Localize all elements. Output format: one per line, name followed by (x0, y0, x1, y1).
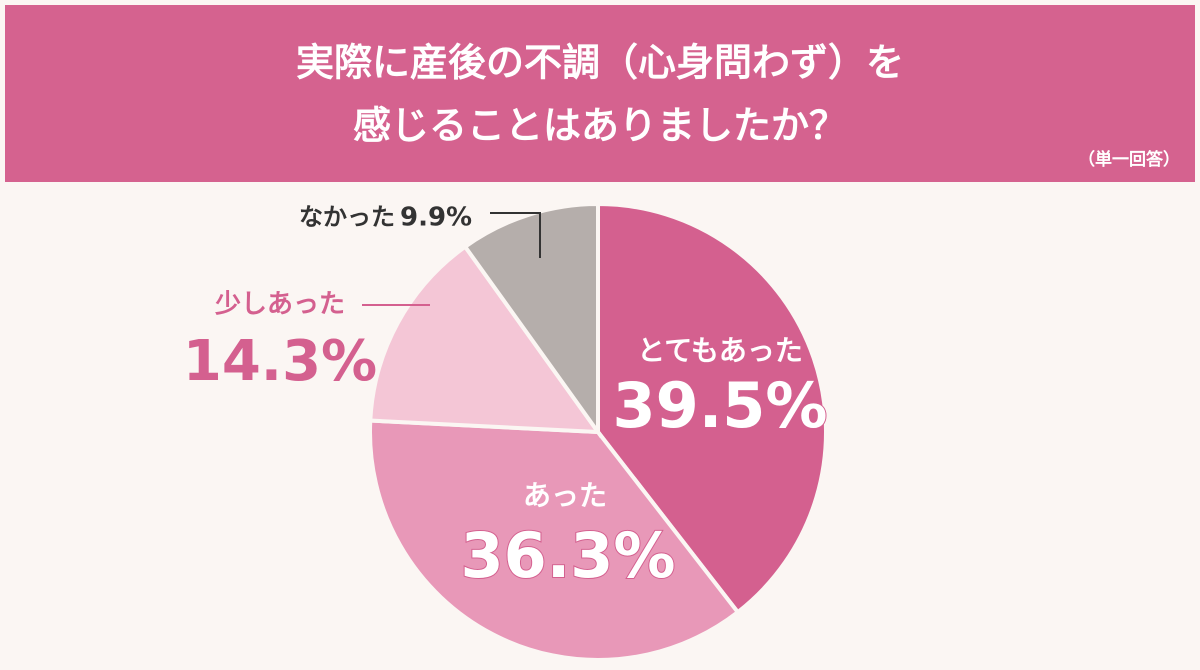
pie-slice (462, 201, 600, 439)
pie-slice (368, 243, 603, 435)
value-label: 9.9% (400, 203, 472, 233)
chart-subtitle: （単一回答） (1078, 149, 1180, 170)
chart-title: 感じることはありましたか？ (353, 104, 847, 148)
value-label: 36.3% (460, 519, 675, 592)
category-label: とてもあった (637, 334, 803, 367)
pie-slice (368, 418, 741, 662)
category-label: 少しあった (214, 290, 345, 320)
value-label: 14.3% (183, 329, 377, 394)
leader-line (490, 212, 541, 258)
header-band (5, 5, 1195, 182)
pie (368, 201, 828, 662)
chart-title: 実際に産後の不調（心身問わず）を (296, 41, 904, 85)
pie-slice (596, 201, 828, 615)
value-label: 39.5% (612, 369, 827, 442)
category-label: あった (523, 479, 607, 512)
category-label: なかった (299, 203, 395, 231)
